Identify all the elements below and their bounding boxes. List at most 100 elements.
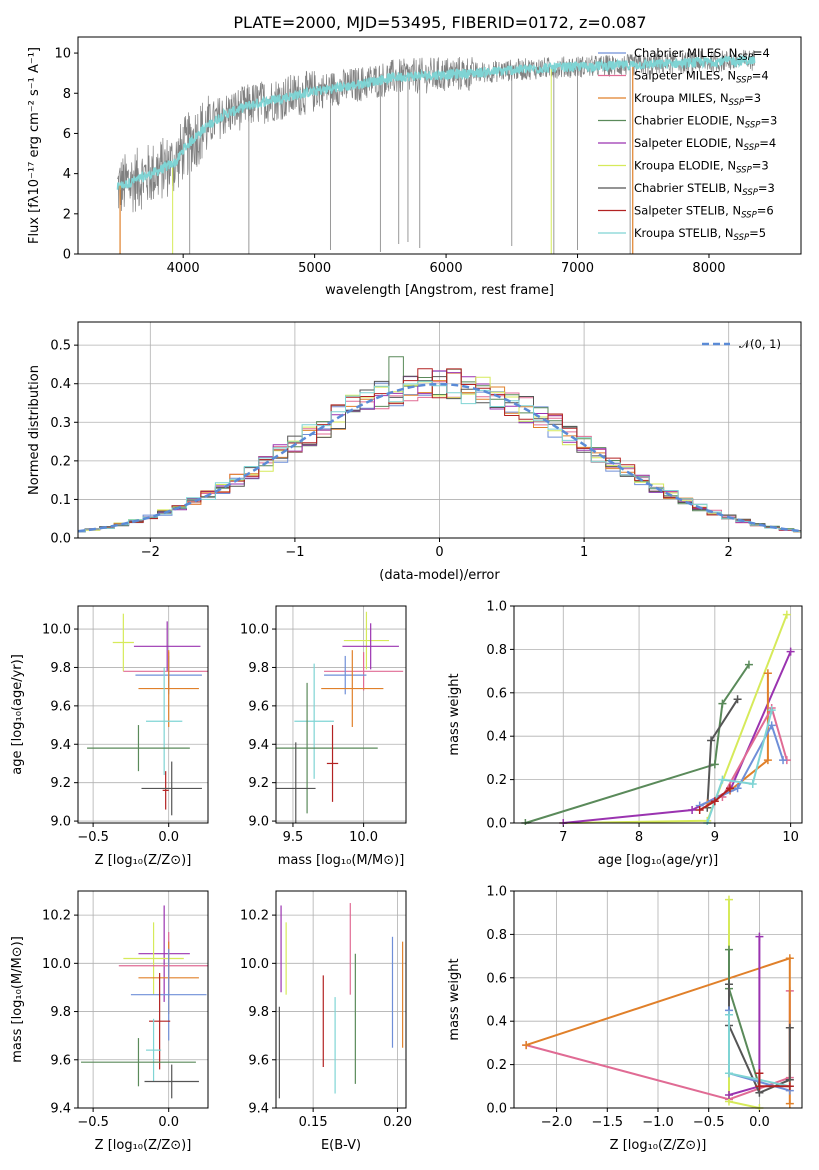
x-tick-label: 5000 [298,261,331,276]
axes-frame [77,890,209,1109]
x-tick-label: −1.0 [642,1115,674,1130]
x-tick-label: 7 [559,830,567,845]
weight-marker [695,805,704,814]
x-tick-label: 9 [711,830,719,845]
weight-marker [785,1082,794,1091]
x-axis-label: mass [log₁₀(M/M⊙)] [278,853,405,868]
y-tick-label: 0.4 [486,1015,507,1030]
y-tick-label: 9.2 [50,776,71,791]
x-axis-label: Z [log₁₀(Z/Z⊙)] [610,1138,707,1153]
y-tick-label: 9.4 [50,1102,71,1117]
legend-entry: Salpeter STELIB, NSSP=6 [634,204,774,221]
weight-marker [724,1069,733,1078]
x-tick-label: 0 [435,545,443,560]
y-tick-label: 10.0 [42,957,71,972]
weight-marker [724,895,733,904]
lines-area [521,610,795,825]
points-area [278,903,404,1099]
y-tick-label: 0 [63,248,71,263]
y-tick-label: 0.4 [486,730,507,745]
histogram-steps [78,372,801,533]
axes-frame [513,890,803,1109]
y-tick-label: 10.0 [240,623,269,638]
weight-marker [710,760,719,769]
points-area [276,611,404,823]
y-tick-label: 1.0 [486,885,507,900]
weight-marker [718,775,727,784]
residual-histogram-panel: −2 −1 0 1 2 0.0 0.1 0.2 0.3 0.4 0.5 (data-model)/er… [27,321,802,583]
x-tick-label: 1 [580,545,588,560]
y-axis-label: age [log₁₀(age/yr)] [10,654,25,775]
weight-marker [718,699,727,708]
y-tick-label: 4 [63,167,71,182]
legend-entry: Kroupa ELODIE, NSSP=3 [634,159,769,176]
weight-marker [782,610,791,619]
x-tick-label: 6000 [430,261,463,276]
y-tick-label: 0.6 [486,971,507,986]
y-tick-label: 9.6 [50,1053,71,1068]
y-tick-label: 9.2 [248,776,269,791]
y-tick-label: 0.4 [50,377,71,392]
y-axis-label: Flux [fλ10⁻¹⁷ erg cm⁻² s⁻¹ A⁻¹] [27,47,42,244]
x-tick-label: 2 [725,545,733,560]
histogram-plot-area [78,356,801,533]
weight-marker [755,932,764,941]
y-tick-label: 9.0 [248,815,269,830]
y-tick-label: 9.4 [248,738,269,753]
y-tick-label: 9.4 [248,1102,269,1117]
legend-entry: 𝒩(0, 1) [739,337,781,351]
weight-marker [755,1069,764,1078]
y-axis-label: Normed distribution [27,365,42,495]
y-tick-label: 9.8 [248,661,269,676]
y-tick-label: 10.2 [240,909,269,924]
axes-frame [77,605,209,824]
mass-vs-extinction-panel: 0.15 0.20 9.4 9.6 9.8 10.0 10.2 E(B-V) [240,890,412,1153]
weight-line [525,664,750,824]
y-axis-label: mass weight [447,673,462,755]
x-axis-label: Z [log₁₀(Z/Z⊙)] [95,853,192,868]
x-tick-label: −1 [285,545,304,560]
weight-marker [744,660,753,669]
mass-weight-vs-age-panel: 7 8 9 10 0.0 0.2 0.4 0.6 0.8 1.0 age [log₁₀(age/yr… [447,600,803,868]
y-tick-label: 0.0 [50,532,71,547]
y-tick-label: 0.2 [486,773,507,788]
x-tick-label: 4000 [167,261,200,276]
mass-vs-metallicity-panel: −0.5 0.0 9.4 9.6 9.8 10.0 10.2 Z [log₁₀(Z/Z⊙)] m… [10,890,209,1153]
y-tick-label: 0.5 [50,339,71,354]
y-tick-label: 9.0 [50,815,71,830]
x-tick-label: 0.0 [158,1115,179,1130]
y-tick-label: 10 [54,47,71,62]
x-tick-label: −0.5 [77,830,109,845]
y-tick-label: 0.2 [50,454,71,469]
x-tick-label: 8000 [692,261,725,276]
y-tick-label: 0.0 [486,1102,507,1117]
legend: Chabrier MILES, NSSP=4 Salpeter MILES, NS… [598,46,777,243]
y-tick-label: 9.8 [248,1005,269,1020]
y-tick-label: 1.0 [486,600,507,615]
x-axis-label: (data-model)/error [379,568,500,583]
y-tick-label: 9.8 [50,1005,71,1020]
x-axis-label: E(B-V) [321,1138,361,1153]
legend-entry: Salpeter ELODIE, NSSP=4 [634,136,776,153]
x-tick-label: −1.5 [592,1115,624,1130]
legend-entry: Chabrier MILES, NSSP=4 [634,46,770,63]
weight-marker [748,779,757,788]
weight-marker [688,805,697,814]
model-spectrum [116,54,756,192]
y-tick-label: 2 [63,207,71,222]
weight-marker [785,954,794,963]
weight-marker [522,1041,531,1050]
points-area [87,613,208,816]
y-tick-label: 9.8 [50,661,71,676]
weight-marker [724,1010,733,1019]
weight-marker [724,980,733,989]
x-tick-label: 0.0 [158,830,179,845]
x-tick-label: 0.0 [749,1115,770,1130]
spectrum-panel: PLATE=2000, MJD=53495, FIBERID=0172, z=0… [27,13,802,298]
axes-frame [513,605,803,824]
x-tick-label: 7000 [561,261,594,276]
y-axis-label: mass weight [447,958,462,1040]
y-tick-label: 10.2 [42,909,71,924]
weight-marker [779,756,788,765]
